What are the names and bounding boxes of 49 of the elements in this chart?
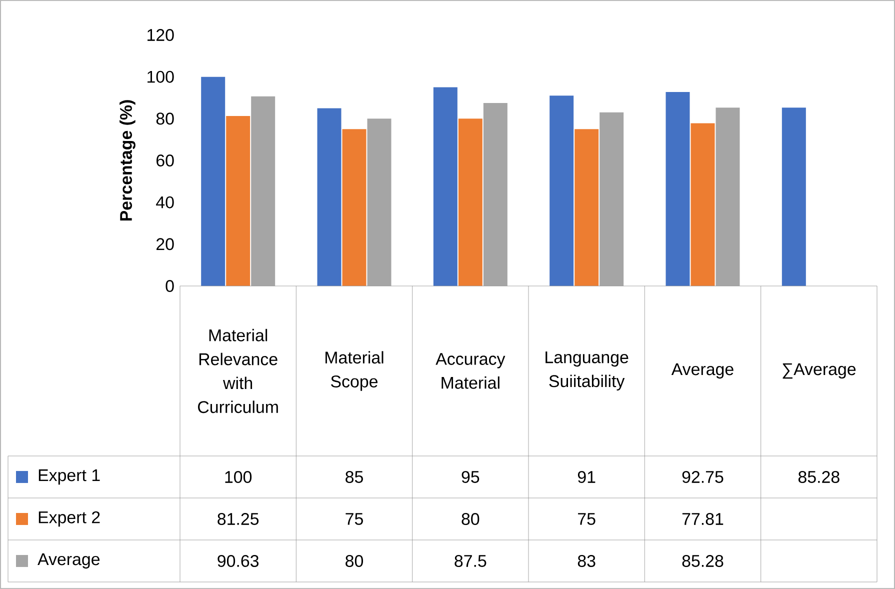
y-tick-label: 60 (156, 154, 174, 166)
y-tick-label: 100 (148, 70, 174, 83)
data-label: 85.28 (798, 470, 840, 483)
x-tick-label: Languange Suiitability (546, 351, 628, 391)
bar (666, 92, 690, 286)
y-axis-title: Percentage (%) (120, 100, 136, 221)
bar (550, 96, 574, 286)
bar (433, 87, 458, 286)
y-tick-label: 20 (156, 238, 174, 250)
data-label: 81.25 (218, 512, 259, 525)
legend-label: Expert 1 (38, 469, 100, 485)
x-tick-label: Material Relevance with Curriculum (198, 328, 278, 414)
y-tick-label: 40 (156, 196, 174, 208)
bar (367, 118, 392, 286)
y-tick-label: 80 (156, 112, 174, 125)
data-label: 83 (578, 554, 596, 567)
data-label: 77.81 (682, 512, 724, 525)
data-label: 75 (346, 513, 363, 525)
y-tick-label: 0 (166, 280, 174, 292)
bar (574, 129, 599, 286)
bar (251, 96, 276, 286)
y-tick-label: 120 (148, 28, 174, 41)
bar (483, 102, 508, 286)
bar (600, 112, 624, 286)
bar (782, 108, 806, 286)
data-label: 85 (346, 470, 363, 483)
data-label: 87.5 (454, 554, 486, 567)
bar (201, 76, 226, 286)
data-label: 85.28 (682, 554, 724, 567)
bar (226, 116, 250, 286)
bar (342, 129, 366, 286)
x-tick-label: Material Scope (326, 351, 384, 391)
legend-label: Expert 2 (38, 511, 100, 527)
bar (317, 108, 342, 286)
data-label: 75 (578, 513, 596, 525)
data-label: 80 (462, 512, 480, 525)
data-label: 91 (578, 470, 596, 483)
bar (690, 123, 715, 286)
bar (458, 118, 482, 286)
x-tick-label: Accuracy Material (436, 353, 506, 389)
x-tick-label: ∑Average (782, 363, 856, 379)
data-label: 90.63 (218, 554, 259, 567)
data-label: 95 (462, 470, 480, 483)
legend-label: Average (38, 553, 100, 569)
data-label: 80 (346, 554, 364, 567)
x-tick-label: Average (671, 363, 734, 379)
data-label: 92.75 (682, 470, 724, 483)
data-label: 100 (225, 470, 252, 483)
bar (716, 108, 740, 286)
